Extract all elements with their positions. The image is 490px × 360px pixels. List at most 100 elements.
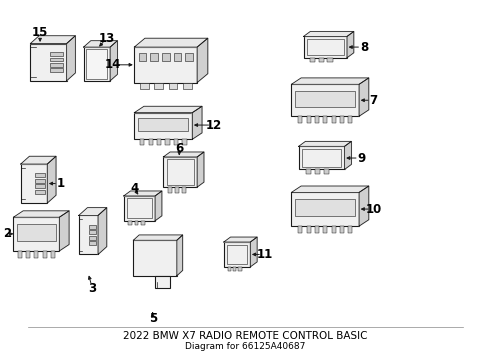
Polygon shape (59, 211, 69, 251)
Bar (35, 179, 45, 183)
Bar (84, 47, 110, 81)
Polygon shape (303, 31, 354, 36)
Bar (50, 68, 63, 72)
Bar (228, 267, 231, 271)
Bar (174, 139, 178, 145)
Polygon shape (98, 208, 107, 255)
Polygon shape (177, 235, 183, 276)
Bar (299, 146, 344, 169)
Polygon shape (48, 156, 56, 203)
Bar (340, 226, 344, 233)
Polygon shape (224, 237, 257, 242)
Bar (310, 58, 315, 62)
Text: 6: 6 (175, 141, 183, 154)
Bar (298, 116, 302, 123)
Bar (50, 53, 63, 56)
Bar (43, 251, 47, 258)
Bar (133, 240, 177, 276)
Text: 8: 8 (360, 41, 368, 54)
Polygon shape (123, 191, 162, 196)
Bar (348, 116, 352, 123)
Bar (89, 225, 96, 229)
Polygon shape (193, 106, 202, 139)
Polygon shape (359, 186, 369, 226)
Bar (13, 217, 59, 251)
Polygon shape (13, 211, 69, 217)
Polygon shape (359, 78, 369, 116)
Bar (233, 267, 236, 271)
Bar (183, 82, 192, 89)
Bar (138, 118, 189, 131)
Text: 1: 1 (57, 177, 65, 190)
Bar (292, 84, 359, 116)
Bar (227, 244, 247, 264)
Bar (150, 54, 158, 61)
Bar (182, 187, 186, 193)
Bar (348, 226, 352, 233)
Bar (303, 36, 347, 58)
Bar (169, 187, 172, 193)
Bar (182, 139, 187, 145)
Bar (34, 251, 39, 258)
Text: 11: 11 (257, 248, 273, 261)
Bar (89, 241, 96, 245)
Bar (21, 164, 48, 203)
Bar (141, 221, 145, 225)
Polygon shape (67, 36, 75, 81)
Text: 13: 13 (98, 32, 115, 45)
Polygon shape (197, 38, 208, 82)
Bar (315, 169, 320, 174)
Polygon shape (155, 191, 162, 221)
Bar (139, 54, 146, 61)
Bar (127, 198, 152, 218)
Bar (295, 91, 355, 107)
Bar (323, 116, 327, 123)
Bar (148, 139, 153, 145)
Bar (169, 82, 177, 89)
Bar (134, 113, 193, 139)
Polygon shape (134, 38, 208, 47)
Bar (35, 190, 45, 194)
Polygon shape (30, 36, 75, 44)
Bar (50, 58, 63, 62)
Bar (128, 221, 132, 225)
Bar (79, 215, 98, 255)
Bar (238, 267, 242, 271)
Polygon shape (84, 41, 118, 47)
Bar (163, 157, 197, 187)
Bar (51, 251, 55, 258)
Text: 9: 9 (357, 152, 366, 165)
Bar (323, 226, 327, 233)
Bar (123, 196, 155, 221)
Bar (175, 187, 179, 193)
Text: 7: 7 (369, 94, 378, 107)
Text: 14: 14 (104, 58, 121, 71)
Polygon shape (134, 106, 202, 113)
Bar (166, 139, 170, 145)
Bar (315, 226, 319, 233)
Bar (298, 226, 302, 233)
Text: 10: 10 (366, 203, 382, 216)
Bar (295, 199, 355, 216)
Bar (306, 169, 311, 174)
Bar (307, 39, 343, 55)
Bar (224, 242, 250, 267)
Bar (327, 58, 333, 62)
Bar (157, 139, 161, 145)
Bar (140, 139, 145, 145)
Polygon shape (292, 186, 369, 192)
Text: 12: 12 (206, 118, 222, 131)
Bar (307, 226, 311, 233)
Bar (154, 82, 163, 89)
Bar (89, 236, 96, 240)
Bar (315, 116, 319, 123)
Polygon shape (292, 78, 369, 84)
Bar (30, 44, 67, 81)
Text: Diagram for 66125A40687: Diagram for 66125A40687 (185, 342, 306, 351)
Bar (307, 116, 311, 123)
Bar (332, 116, 336, 123)
Polygon shape (21, 156, 56, 164)
Bar (135, 221, 139, 225)
Text: 15: 15 (32, 26, 48, 39)
Text: 2: 2 (3, 228, 12, 240)
